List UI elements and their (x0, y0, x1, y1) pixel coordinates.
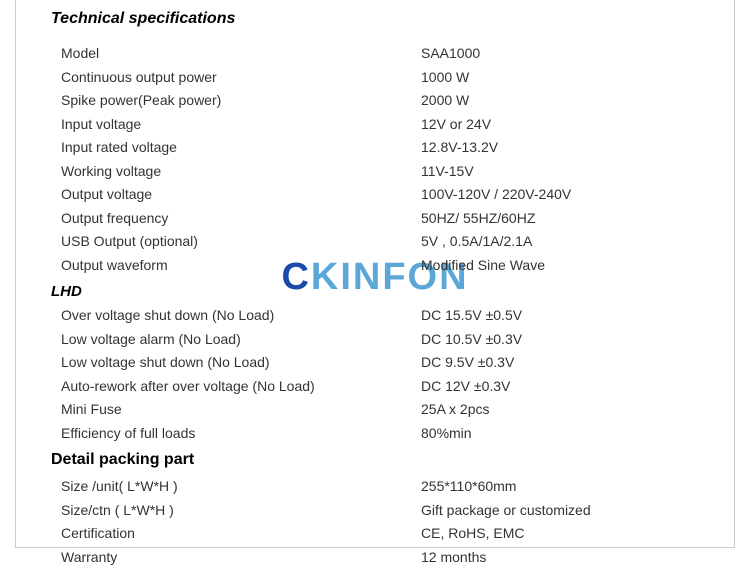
content-wrapper: Technical specifications ModelSAA1000Con… (51, 10, 699, 569)
heading-detail: Detail packing part (51, 451, 699, 469)
spec-label: Low voltage shut down (No Load) (51, 352, 421, 374)
spec-value: DC 10.5V ±0.3V (421, 329, 699, 351)
spec-label: Certification (51, 523, 421, 545)
spec-label: Output frequency (51, 208, 421, 230)
spec-container: CKINFON Technical specifications ModelSA… (15, 0, 735, 548)
spec-row: Continuous output power1000 W (51, 66, 699, 90)
spec-row: CertificationCE, RoHS, EMC (51, 522, 699, 546)
spec-label: Size/ctn ( L*W*H ) (51, 500, 421, 522)
spec-value: 25A x 2pcs (421, 399, 699, 421)
spec-label: USB Output (optional) (51, 231, 421, 253)
spec-row: Warranty12 months (51, 546, 699, 569)
spec-row: Working voltage11V-15V (51, 160, 699, 184)
spec-value: 11V-15V (421, 161, 699, 183)
spec-label: Model (51, 43, 421, 65)
spec-row: Auto-rework after over voltage (No Load)… (51, 375, 699, 399)
spec-row: Input rated voltage12.8V-13.2V (51, 136, 699, 160)
spec-label: Output waveform (51, 255, 421, 277)
spec-label: Size /unit( L*W*H ) (51, 476, 421, 498)
spec-label: Efficiency of full loads (51, 423, 421, 445)
spec-value: 255*110*60mm (421, 476, 699, 498)
spec-label: Input voltage (51, 114, 421, 136)
spec-row: Over voltage shut down (No Load)DC 15.5V… (51, 304, 699, 328)
spec-value: 5V , 0.5A/1A/2.1A (421, 231, 699, 253)
spec-value: 12 months (421, 547, 699, 569)
spec-value: 12V or 24V (421, 114, 699, 136)
detail-specs-list: Size /unit( L*W*H )255*110*60mmSize/ctn … (51, 475, 699, 569)
spec-value: 12.8V-13.2V (421, 137, 699, 159)
spec-label: Output voltage (51, 184, 421, 206)
spec-value: SAA1000 (421, 43, 699, 65)
spec-label: Working voltage (51, 161, 421, 183)
heading-tech-specs: Technical specifications (51, 10, 699, 28)
spec-row: Size /unit( L*W*H )255*110*60mm (51, 475, 699, 499)
spec-value: DC 15.5V ±0.5V (421, 305, 699, 327)
spec-label: Mini Fuse (51, 399, 421, 421)
spec-row: USB Output (optional)5V , 0.5A/1A/2.1A (51, 230, 699, 254)
spec-value: 100V-120V / 220V-240V (421, 184, 699, 206)
spec-label: Input rated voltage (51, 137, 421, 159)
spec-label: Over voltage shut down (No Load) (51, 305, 421, 327)
spec-value: 80%min (421, 423, 699, 445)
spec-row: Output waveformModified Sine Wave (51, 254, 699, 278)
spec-value: 2000 W (421, 90, 699, 112)
spec-label: Low voltage alarm (No Load) (51, 329, 421, 351)
spec-label: Spike power(Peak power) (51, 90, 421, 112)
spec-row: Low voltage shut down (No Load)DC 9.5V ±… (51, 351, 699, 375)
lhd-specs-list: Over voltage shut down (No Load)DC 15.5V… (51, 304, 699, 445)
spec-value: Modified Sine Wave (421, 255, 699, 277)
spec-label: Warranty (51, 547, 421, 569)
spec-row: Mini Fuse25A x 2pcs (51, 398, 699, 422)
spec-row: Size/ctn ( L*W*H )Gift package or custom… (51, 499, 699, 523)
spec-row: Spike power(Peak power)2000 W (51, 89, 699, 113)
spec-row: Output voltage100V-120V / 220V-240V (51, 183, 699, 207)
spec-value: DC 9.5V ±0.3V (421, 352, 699, 374)
spec-value: Gift package or customized (421, 500, 699, 522)
heading-lhd: LHD (51, 283, 699, 300)
spec-value: DC 12V ±0.3V (421, 376, 699, 398)
spec-value: 1000 W (421, 67, 699, 89)
spec-row: ModelSAA1000 (51, 42, 699, 66)
spec-label: Continuous output power (51, 67, 421, 89)
spec-row: Input voltage12V or 24V (51, 113, 699, 137)
spec-value: 50HZ/ 55HZ/60HZ (421, 208, 699, 230)
spec-row: Output frequency50HZ/ 55HZ/60HZ (51, 207, 699, 231)
tech-specs-list: ModelSAA1000Continuous output power1000 … (51, 42, 699, 277)
spec-value: CE, RoHS, EMC (421, 523, 699, 545)
spec-row: Low voltage alarm (No Load)DC 10.5V ±0.3… (51, 328, 699, 352)
spec-label: Auto-rework after over voltage (No Load) (51, 376, 421, 398)
spec-row: Efficiency of full loads80%min (51, 422, 699, 446)
